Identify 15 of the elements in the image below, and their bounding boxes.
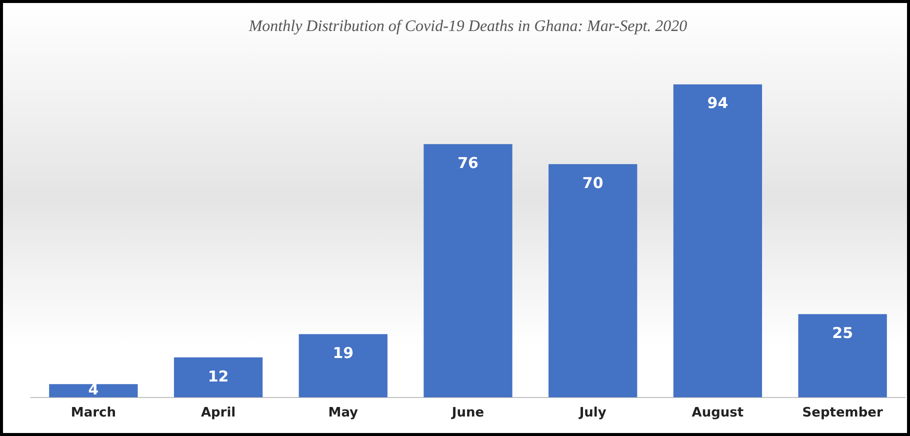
chart-title: Monthly Distribution of Covid-19 Deaths in Ghana: Mar-Sept. 2020 [248,18,688,35]
x-tick-label: May [328,406,359,421]
data-label: 76 [458,154,478,172]
data-label: 4 [88,380,99,399]
data-label: 70 [582,174,604,192]
x-tick-label: June [450,406,484,421]
x-tick-label: September [802,406,884,421]
data-label: 25 [832,324,854,342]
data-label: 94 [707,94,728,112]
x-tick-label: August [692,406,744,421]
data-label: 12 [208,367,229,386]
x-tick-label: July [578,406,607,421]
x-tick-label: March [70,406,116,421]
x-tick-label: April [200,406,236,421]
data-label: 19 [332,344,354,362]
